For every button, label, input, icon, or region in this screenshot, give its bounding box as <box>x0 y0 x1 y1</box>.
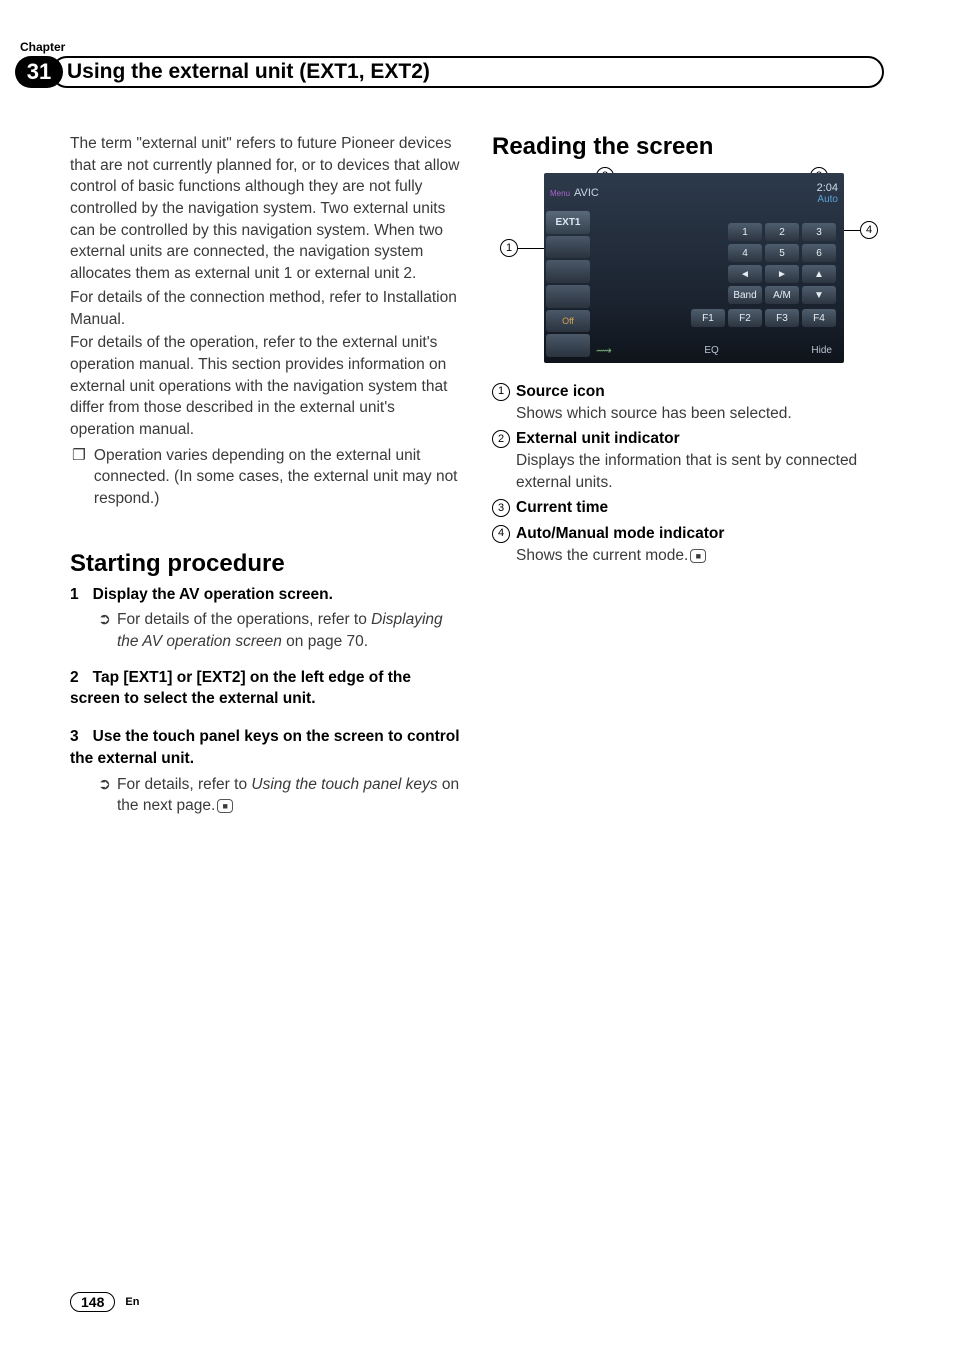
brand-label: AVIC <box>574 187 599 199</box>
step-1: 1 Display the AV operation screen. <box>70 584 462 606</box>
callout-4-line <box>844 230 860 231</box>
screen-topbar: Menu AVIC 2:04 Auto <box>544 179 844 207</box>
callout-4: 4 <box>860 221 878 239</box>
key-up[interactable]: ▲ <box>802 265 836 283</box>
key-am[interactable]: A/M <box>765 286 799 304</box>
chapter-title: Using the external unit (EXT1, EXT2) <box>67 60 430 84</box>
step-2-num: 2 <box>70 669 79 686</box>
legend-4-desc: Shows the current mode.■ <box>516 545 884 567</box>
key-prev[interactable]: ◄ <box>728 265 762 283</box>
right-column: Reading the screen 1 2 3 4 Menu AVIC <box>492 133 884 831</box>
legend-item-4: 4 Auto/Manual mode indicator Shows the c… <box>492 523 884 566</box>
legend-num-4: 4 <box>492 525 510 543</box>
step-3-detail: ➲ For details, refer to Using the touch … <box>70 774 462 817</box>
key-f1[interactable]: F1 <box>691 309 725 327</box>
legend-1-desc: Shows which source has been selected. <box>516 403 884 425</box>
callout-1-line <box>518 248 544 249</box>
screen-figure: 1 2 3 4 Menu AVIC 2:04 Auto <box>492 173 884 363</box>
source-strip: EXT1 Off <box>546 211 590 357</box>
source-button[interactable] <box>546 260 590 283</box>
source-button[interactable] <box>546 285 590 308</box>
legend-2-desc: Displays the information that is sent by… <box>516 450 884 493</box>
step-3-num: 3 <box>70 728 79 745</box>
chapter-label: Chapter <box>20 40 884 54</box>
key-1[interactable]: 1 <box>728 223 762 241</box>
legend-2-title: External unit indicator <box>516 428 884 450</box>
source-ext1-button[interactable]: EXT1 <box>546 211 590 234</box>
legend-item-2: 2 External unit indicator Displays the i… <box>492 428 884 493</box>
language-label: En <box>125 1296 139 1308</box>
chapter-number-badge: 31 <box>15 56 63 88</box>
reading-heading: Reading the screen <box>492 133 884 161</box>
eq-button[interactable]: EQ <box>704 345 718 356</box>
callout-1: 1 <box>500 239 518 257</box>
key-next[interactable]: ► <box>765 265 799 283</box>
intro-p3: For details of the operation, refer to t… <box>70 332 462 440</box>
page-footer: 148 En <box>70 1292 139 1312</box>
step-3-title: Use the touch panel keys on the screen t… <box>70 728 460 767</box>
left-column: The term "external unit" refers to futur… <box>70 133 462 831</box>
legend-num-3: 3 <box>492 499 510 517</box>
step-1-detail: ➲ For details of the operations, refer t… <box>70 609 462 652</box>
step-3-detail-text: For details, refer to Using the touch pa… <box>117 774 462 817</box>
clock: 2:04 <box>817 182 838 194</box>
key-6[interactable]: 6 <box>802 244 836 262</box>
source-off-button[interactable]: Off <box>546 310 590 333</box>
step-1-detail-text: For details of the operations, refer to … <box>117 609 462 652</box>
legend-4-desc-text: Shows the current mode. <box>516 547 688 564</box>
arrow-icon: ➲ <box>98 609 111 652</box>
legend-1-title: Source icon <box>516 381 884 403</box>
step-3: 3Use the touch panel keys on the screen … <box>70 726 462 769</box>
menu-icon[interactable]: Menu <box>550 189 570 198</box>
end-mark-icon: ■ <box>217 799 233 813</box>
intro-bullet: ❐ Operation varies depending on the exte… <box>70 445 462 510</box>
s1a: For details of the operations, refer to <box>117 611 371 628</box>
step-1-num: 1 <box>70 586 79 603</box>
chapter-header: 31 Using the external unit (EXT1, EXT2) <box>15 56 884 88</box>
legend-num-2: 2 <box>492 430 510 448</box>
step-2: 2Tap [EXT1] or [EXT2] on the left edge o… <box>70 667 462 710</box>
key-3[interactable]: 3 <box>802 223 836 241</box>
key-f3[interactable]: F3 <box>765 309 799 327</box>
chapter-title-capsule: Using the external unit (EXT1, EXT2) <box>51 56 884 88</box>
end-mark-icon: ■ <box>690 549 706 563</box>
chapter-title-main: Using the external unit ( <box>67 60 306 83</box>
source-button[interactable] <box>546 236 590 259</box>
key-4[interactable]: 4 <box>728 244 762 262</box>
legend-num-1: 1 <box>492 383 510 401</box>
legend-4-title: Auto/Manual mode indicator <box>516 523 884 545</box>
chapter-title-end: ) <box>423 60 430 83</box>
nav-icon[interactable]: ⟿ <box>596 344 612 357</box>
arrow-icon: ➲ <box>98 774 111 817</box>
key-band[interactable]: Band <box>728 286 762 304</box>
key-down[interactable]: ▼ <box>802 286 836 304</box>
intro-p1: The term "external unit" refers to futur… <box>70 133 462 285</box>
key-f4[interactable]: F4 <box>802 309 836 327</box>
auto-mode-label: Auto <box>817 194 838 205</box>
key-f2[interactable]: F2 <box>728 309 762 327</box>
function-keys: F1 F2 F3 F4 <box>691 309 836 327</box>
starting-heading: Starting procedure <box>70 550 462 578</box>
hide-button[interactable]: Hide <box>811 345 832 356</box>
intro-p2: For details of the connection method, re… <box>70 287 462 330</box>
screen-bottombar: ⟿ EQ Hide <box>590 341 838 359</box>
av-screen: Menu AVIC 2:04 Auto EXT1 Off <box>544 173 844 363</box>
intro-bullet-text: Operation varies depending on the extern… <box>94 445 462 510</box>
s3a: For details, refer to <box>117 776 251 793</box>
key-2[interactable]: 2 <box>765 223 799 241</box>
s3i: Using the touch panel keys <box>251 776 437 793</box>
keypad: 1 2 3 4 5 6 ◄ ► ▲ Band A/M ▼ <box>728 223 836 304</box>
legend-item-1: 1 Source icon Shows which source has bee… <box>492 381 884 424</box>
legend-item-3: 3 Current time <box>492 497 884 519</box>
s1b: on page 70. <box>282 633 368 650</box>
step-1-title: Display the AV operation screen. <box>93 586 333 603</box>
chapter-title-sub: EXT1, EXT2 <box>306 60 423 83</box>
legend-3-title: Current time <box>516 497 884 519</box>
page-number: 148 <box>70 1292 115 1312</box>
step-2-title: Tap [EXT1] or [EXT2] on the left edge of… <box>70 669 411 708</box>
source-button[interactable] <box>546 334 590 357</box>
key-5[interactable]: 5 <box>765 244 799 262</box>
square-bullet-icon: ❐ <box>72 445 86 510</box>
